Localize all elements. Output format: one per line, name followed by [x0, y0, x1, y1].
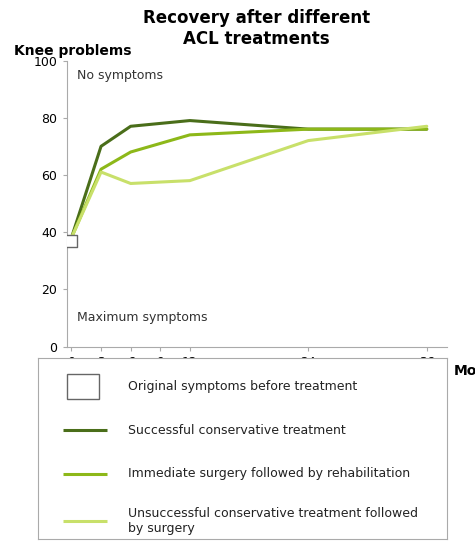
Point [67, 236, 75, 245]
Text: No symptoms: No symptoms [77, 69, 163, 82]
Text: Knee problems: Knee problems [14, 44, 132, 58]
Text: Months: Months [454, 364, 475, 378]
Text: Original symptoms before treatment: Original symptoms before treatment [128, 380, 357, 393]
Text: Immediate surgery followed by rehabilitation: Immediate surgery followed by rehabilita… [128, 467, 410, 480]
Title: Recovery after different
ACL treatments: Recovery after different ACL treatments [143, 9, 370, 48]
Text: Unsuccessful conservative treatment followed
by surgery: Unsuccessful conservative treatment foll… [128, 507, 418, 535]
Text: Successful conservative treatment: Successful conservative treatment [128, 424, 346, 437]
Bar [66, 374, 99, 399]
Text: Maximum symptoms: Maximum symptoms [77, 311, 208, 323]
